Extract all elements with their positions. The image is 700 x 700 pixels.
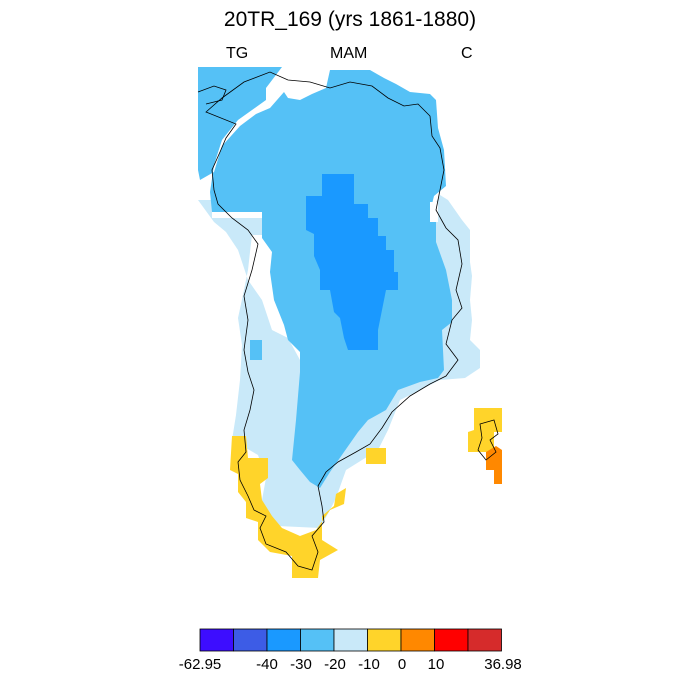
colorbar-box <box>333 628 368 652</box>
coastline-east-island <box>477 419 499 461</box>
colorbar-label: -10 <box>358 656 380 673</box>
coastline <box>205 71 463 571</box>
colorbar-box <box>434 628 469 652</box>
season-label: MAM <box>330 45 368 62</box>
colorbar-label: -40 <box>256 656 278 673</box>
colorbar-box <box>467 628 502 652</box>
colorbar-label: -20 <box>324 656 346 673</box>
region-minus30-minus20 <box>306 174 398 350</box>
region-0-10-south <box>230 436 346 578</box>
units-label: C <box>461 45 473 62</box>
region-east-patch <box>430 202 438 222</box>
coastline-nw <box>197 85 227 105</box>
colorbar-label: 0 <box>397 656 407 673</box>
map-title: 20TR_169 (yrs 1861-1880) <box>223 8 477 31</box>
colorbar-box <box>199 628 234 652</box>
colorbar-box <box>400 628 435 652</box>
region-0-10-small <box>366 448 386 464</box>
colorbar-box <box>300 628 335 652</box>
region-west-notch <box>250 340 262 360</box>
colorbar-box <box>367 628 402 652</box>
colorbar-box <box>233 628 268 652</box>
colorbar-label: -62.95 <box>178 656 222 673</box>
colorbar-label: 36.98 <box>484 656 522 673</box>
colorbar-box <box>266 628 301 652</box>
region-10-20-east <box>486 446 502 484</box>
variable-label: TG <box>226 45 249 62</box>
colorbar-label: -30 <box>290 656 312 673</box>
colorbar-label: 10 <box>427 656 445 673</box>
